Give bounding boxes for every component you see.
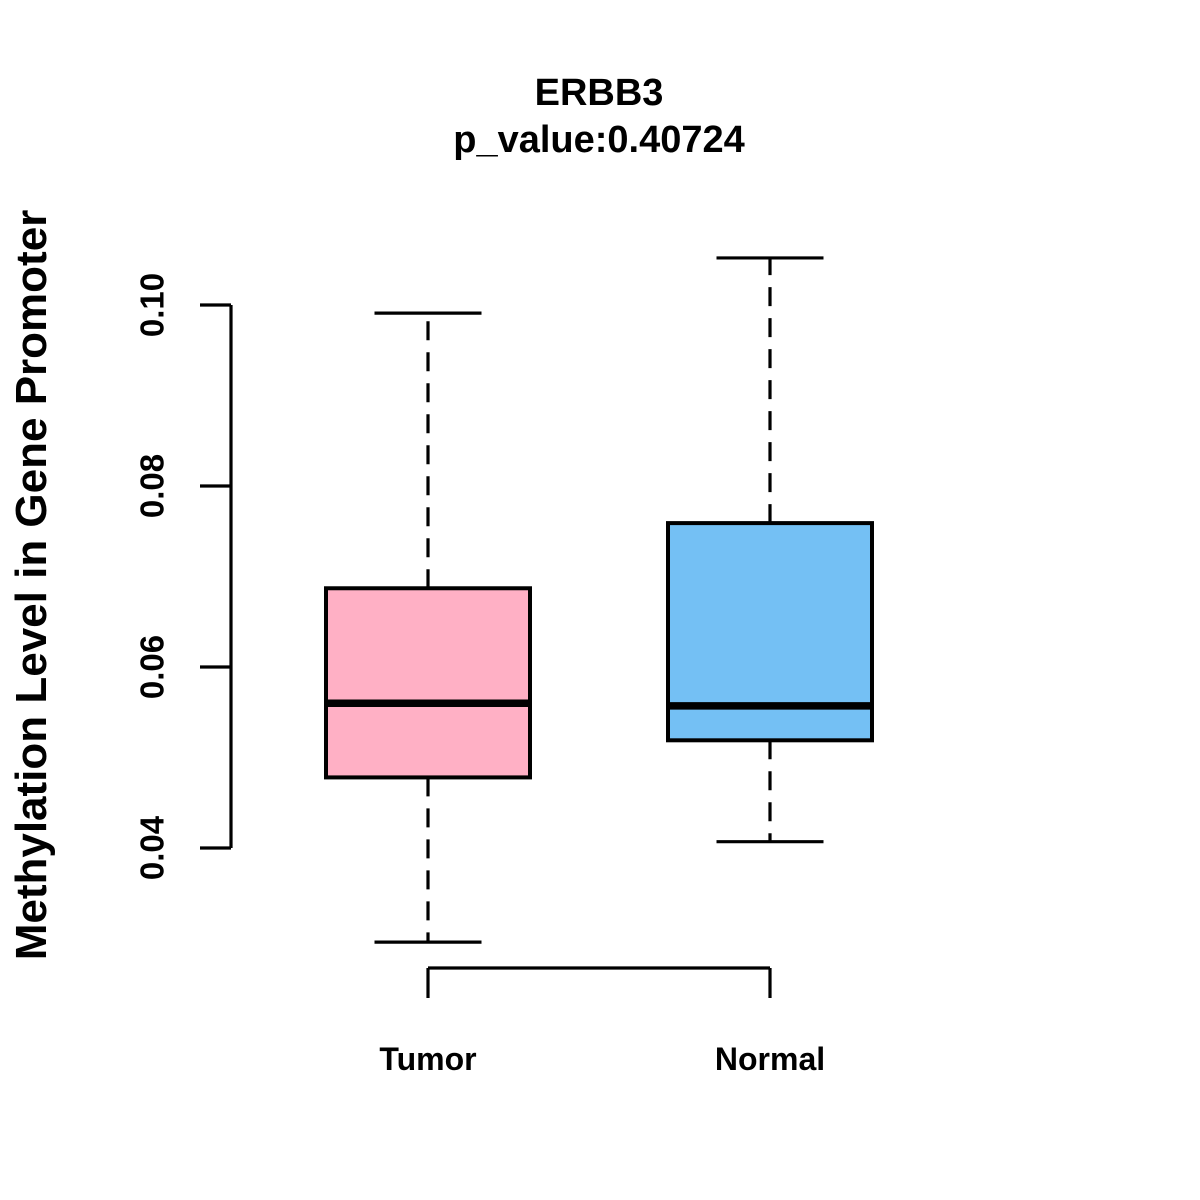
y-tick-label: 0.04 [134, 815, 171, 880]
y-tick-label: 0.06 [134, 635, 171, 699]
chart-title: ERBB3 [534, 72, 664, 114]
y-tick-label: 0.08 [134, 454, 171, 518]
tumor-iqr-box [324, 586, 532, 780]
y-tick-label: 0.10 [134, 273, 171, 337]
x-tick-label-tumor: Tumor [379, 1041, 477, 1077]
chart-subtitle-pvalue: p_value:0.40724 [453, 119, 745, 161]
x-tick-label-normal: Normal [714, 1041, 826, 1077]
